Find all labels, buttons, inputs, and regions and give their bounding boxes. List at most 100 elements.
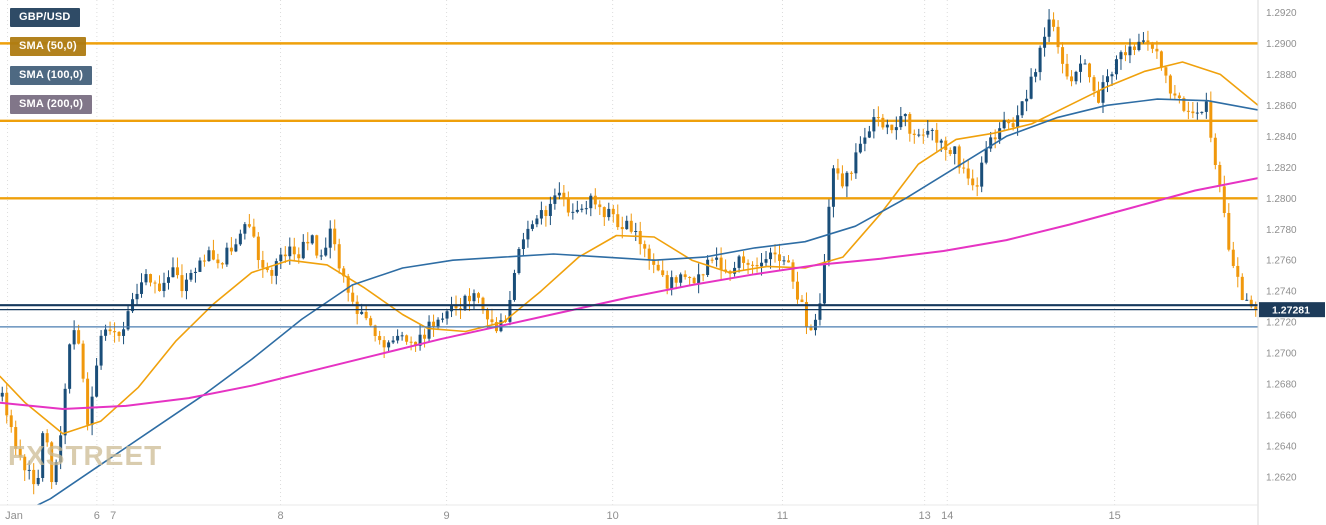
fxstreet-watermark: FXSTREET	[8, 440, 163, 471]
candle-body	[512, 273, 516, 300]
candle-body	[41, 433, 45, 478]
candle-body	[117, 332, 121, 336]
candle-body	[553, 195, 557, 204]
candle-body	[1218, 164, 1222, 187]
candle-body	[81, 343, 85, 379]
candle-body	[517, 249, 521, 274]
candle-body	[989, 137, 993, 149]
candle-body	[508, 299, 512, 322]
candle-body	[890, 124, 894, 131]
price-axis-label: 1.2700	[1266, 349, 1297, 360]
candle-body	[198, 260, 202, 272]
candle-body	[773, 252, 777, 255]
candle-body	[270, 270, 274, 276]
current-price-label: 1.27281	[1272, 304, 1310, 316]
sma-100-line[interactable]	[0, 98, 1258, 523]
candle-body	[297, 254, 301, 259]
time-axis-label: 14	[941, 510, 953, 522]
candle-body	[1186, 110, 1190, 112]
candle-body	[333, 228, 337, 245]
candle-body	[18, 448, 22, 457]
candle-body	[1079, 63, 1083, 72]
candle-body	[755, 265, 759, 267]
candle-body	[836, 168, 840, 174]
candle-body	[885, 124, 889, 128]
candle-body	[1213, 137, 1217, 165]
candle-body	[706, 259, 710, 276]
time-axis-label: 8	[277, 510, 283, 522]
candle-body	[562, 192, 566, 199]
candle-body	[171, 267, 175, 278]
candle-body	[584, 208, 588, 210]
candle-body	[490, 319, 494, 323]
candle-body	[95, 365, 99, 397]
candle-body	[782, 260, 786, 262]
sma-200-line[interactable]	[0, 177, 1258, 410]
price-axis-label: 1.2800	[1266, 194, 1297, 205]
candle-body	[166, 277, 170, 283]
candle-body	[54, 462, 58, 483]
indicator-badge-sma50[interactable]: SMA (50,0)	[10, 37, 86, 56]
candle-body	[315, 235, 319, 256]
candle-body	[292, 246, 296, 255]
candle-body	[481, 297, 485, 311]
candle-body	[351, 292, 355, 302]
candle-body	[1029, 76, 1033, 99]
candle-body	[769, 252, 773, 260]
chart-legend: GBP/USD SMA (50,0) SMA (100,0) SMA (200,…	[10, 8, 93, 114]
candle-body	[1011, 123, 1015, 128]
candle-body	[1141, 40, 1145, 42]
candle-body	[454, 304, 458, 309]
candle-body	[566, 198, 570, 213]
candle-body	[59, 435, 63, 463]
candle-body	[935, 129, 939, 143]
candle-body	[1137, 41, 1141, 50]
candle-body	[1231, 249, 1235, 266]
candle-body	[104, 329, 108, 336]
price-axis-label: 1.2880	[1266, 70, 1297, 81]
sma-50-line[interactable]	[0, 61, 1258, 435]
candle-body	[1074, 71, 1078, 82]
candle-body	[189, 272, 193, 280]
candle-body	[140, 282, 144, 294]
candle-body	[1182, 98, 1186, 111]
candle-body	[831, 168, 835, 207]
candle-body	[324, 247, 328, 256]
candle-body	[1236, 265, 1240, 277]
candle-body	[445, 311, 449, 319]
candlestick-series[interactable]	[0, 9, 1258, 495]
symbol-badge[interactable]: GBP/USD	[10, 8, 80, 27]
candle-body	[804, 302, 808, 327]
candle-body	[396, 335, 400, 341]
candle-body	[647, 248, 651, 260]
candle-body	[912, 133, 916, 135]
candle-body	[670, 277, 674, 289]
candle-body	[701, 274, 705, 276]
candle-body	[993, 137, 997, 140]
candle-body	[77, 330, 81, 344]
candle-body	[1123, 52, 1127, 56]
candle-body	[863, 137, 867, 144]
candle-body	[589, 195, 593, 209]
candle-body	[526, 228, 530, 240]
indicator-badge-sma200[interactable]: SMA (200,0)	[10, 95, 93, 114]
candle-body	[840, 173, 844, 187]
candle-body	[342, 268, 346, 277]
candle-body	[809, 326, 813, 331]
candle-body	[1128, 46, 1132, 56]
candle-body	[724, 269, 728, 272]
candle-body	[1168, 75, 1172, 94]
candle-body	[14, 427, 18, 449]
candle-body	[652, 259, 656, 265]
candle-body	[1110, 74, 1114, 77]
price-axis-label: 1.2740	[1266, 287, 1297, 298]
candle-body	[1034, 72, 1038, 77]
indicator-badge-sma100[interactable]: SMA (100,0)	[10, 66, 93, 85]
candle-body	[364, 311, 368, 319]
candle-body	[665, 275, 669, 289]
candle-body	[1016, 115, 1020, 128]
candle-body	[1038, 47, 1042, 73]
candle-body	[674, 277, 678, 283]
candle-body	[1204, 101, 1208, 112]
